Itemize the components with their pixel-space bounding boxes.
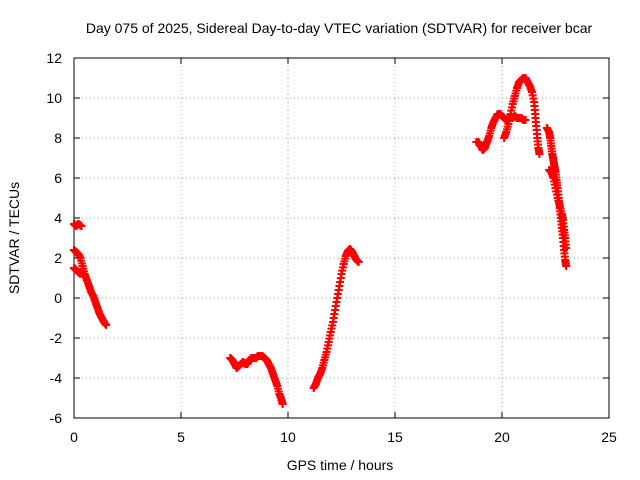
x-tick-label: 25	[601, 429, 617, 445]
y-tick-label: 0	[54, 290, 62, 306]
data-point	[562, 262, 571, 270]
y-tick-label: 10	[46, 90, 62, 106]
grid-lines	[74, 58, 609, 418]
data-point	[76, 270, 85, 278]
axis-ticks	[73, 57, 610, 419]
data-point	[354, 258, 363, 266]
data-point	[278, 400, 287, 408]
y-tick-label: -4	[50, 370, 63, 386]
y-tick-label: 12	[46, 50, 62, 66]
x-tick-label: 10	[280, 429, 296, 445]
x-tick-label: 15	[387, 429, 403, 445]
data-points	[70, 74, 571, 408]
plot-frame	[73, 57, 610, 419]
data-point	[562, 244, 571, 252]
x-tick-label: 20	[494, 429, 510, 445]
data-point	[535, 150, 544, 158]
y-axis-label: SDTVAR / TECUs	[6, 182, 22, 294]
x-tick-label: 0	[70, 429, 78, 445]
x-axis-label: GPS time / hours	[287, 457, 394, 473]
y-tick-label: -6	[50, 410, 63, 426]
data-point	[521, 116, 530, 124]
y-tick-label: 6	[54, 170, 62, 186]
chart-title: Day 075 of 2025, Sidereal Day-to-day VTE…	[86, 20, 593, 36]
y-tick-label: -2	[50, 330, 63, 346]
x-tick-labels: 0 5 10 15 20 25	[70, 429, 617, 445]
y-tick-label: 8	[54, 130, 62, 146]
data-point	[102, 321, 111, 329]
y-tick-label: 4	[54, 210, 62, 226]
data-point	[77, 222, 86, 230]
y-tick-labels: -6 -4 -2 0 2 4 6 8 10 12	[46, 50, 62, 426]
x-tick-label: 5	[177, 429, 185, 445]
y-tick-label: 2	[54, 250, 62, 266]
